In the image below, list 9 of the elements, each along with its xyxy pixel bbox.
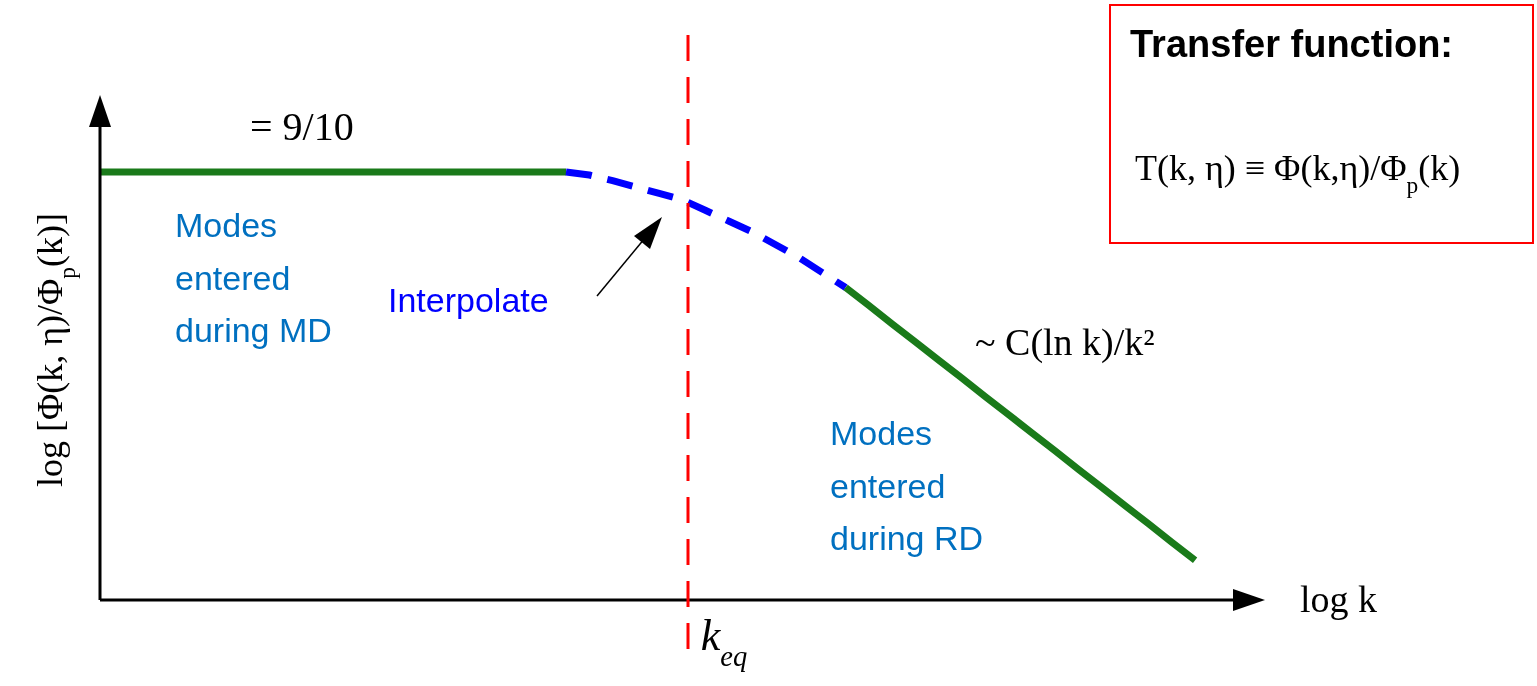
annotation: Modes entered during RD: [830, 414, 984, 558]
annotation: T(k, η) ≡ Φ(k,η)/Φ$_{p}$(k): [1135, 148, 1461, 198]
annotation: Interpolate: [388, 281, 549, 319]
text: k$_{eq}$: [700, 611, 748, 672]
annotation: ~ C(ln k)/k²: [975, 321, 1155, 364]
text: Transfer function:: [1130, 23, 1454, 65]
text: = 9/10: [250, 104, 354, 149]
x-axis-title: log k: [1300, 578, 1378, 620]
annotation: Modes entered during MD: [175, 206, 332, 350]
